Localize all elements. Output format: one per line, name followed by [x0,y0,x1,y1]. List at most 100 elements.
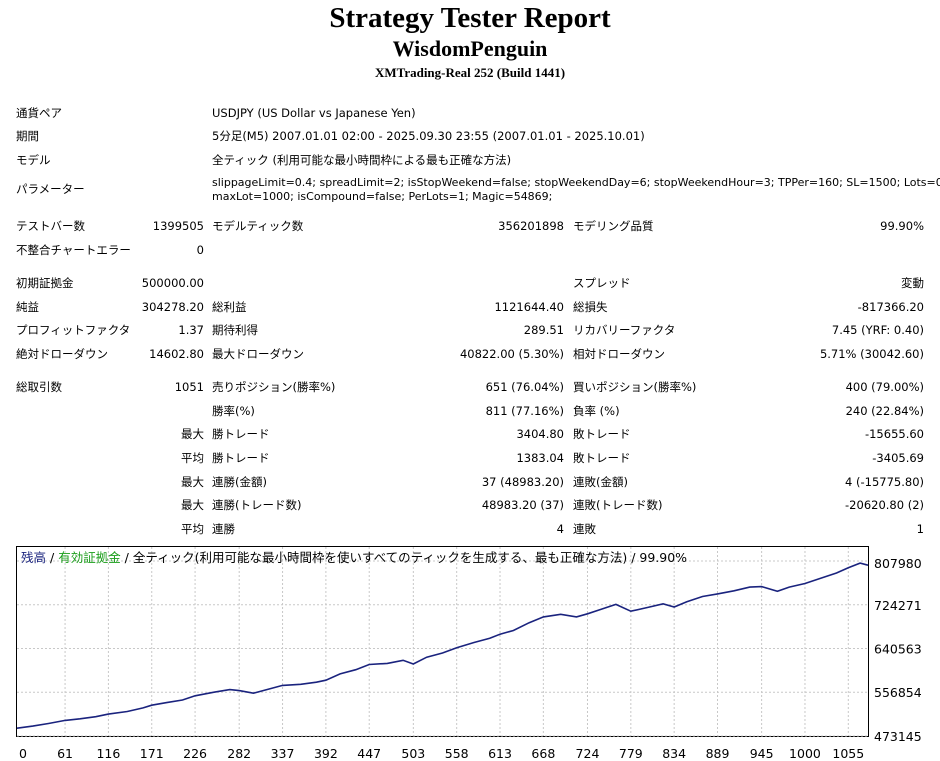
avg-consec-loss-label: 連敗 [573,522,596,536]
params-label: パラメーター [16,182,85,196]
short-label: 売りポジション(勝率%) [212,380,336,394]
quality-value: 99.90% [880,219,924,233]
avg-consec-loss-value: 1 [916,522,924,536]
avg-consec-win-label: 連勝 [212,522,235,536]
ticks-value: 356201898 [498,219,564,233]
y-tick-label: 556854 [874,685,922,700]
mismatch-value: 0 [196,243,204,257]
largest-loss-value: -15655.60 [864,427,924,441]
quality-label: モデリング品質 [573,219,654,233]
largest-loss-label: 敗トレード [573,427,631,441]
deposit-value: 500000.00 [141,276,204,290]
long-value: 400 (79.00%) [845,380,924,394]
avg-loss-label: 敗トレード [573,451,631,465]
period-value: 5分足(M5) 2007.01.01 02:00 - 2025.09.30 23… [212,129,645,143]
consec-loss-trd-label: 連敗(トレード数) [573,498,663,512]
y-tick-label: 724271 [874,598,922,613]
avg-win-value: 1383.04 [516,451,564,465]
model-value: 全ティック (利用可能な最小時間枠による最も正確な方法) [212,153,512,167]
absdd-label: 絶対ドローダウン [16,347,108,361]
reldd-value: 5.71% (30042.60) [819,347,924,361]
params-line-2: maxLot=1000; isCompound=false; PerLots=1… [212,190,553,203]
server-build: XMTrading-Real 252 (Build 1441) [374,65,566,80]
pf-label: プロフィットファクタ [16,323,131,337]
deposit-label: 初期証拠金 [16,276,74,290]
spread-label: スプレッド [573,276,631,290]
x-tick-label: 61 [57,746,73,761]
lossrate-value: 240 (22.84%) [845,404,924,418]
x-tick-label: 171 [140,746,164,761]
trades-label: 総取引数 [16,380,62,394]
consec-win-amt-value: 37 (48983.20) [481,475,564,489]
ticks-label: モデルティック数 [212,219,304,233]
x-tick-label: 779 [619,746,643,761]
grossloss-value: -817366.20 [857,300,924,314]
absdd-value: 14602.80 [149,347,204,361]
expected-label: 期待利得 [212,323,258,337]
grossprofit-value: 1121644.40 [494,300,564,314]
grossprofit-label: 総利益 [212,300,247,314]
maxdd-value: 40822.00 (5.30%) [459,347,564,361]
largest-win-value: 3404.80 [516,427,564,441]
x-tick-label: 1000 [789,746,821,761]
maxdd-label: 最大ドローダウン [212,347,304,361]
recovery-label: リカバリーファクタ [573,323,676,337]
period-label: 期間 [16,129,39,143]
x-tick-label: 889 [706,746,730,761]
x-tick-label: 1055 [832,746,864,761]
legend-equity: 有効証拠金 [58,550,121,565]
x-tick-label: 558 [445,746,469,761]
lossrate-label: 負率 (%) [573,404,620,418]
long-label: 買いポジション(勝率%) [573,380,697,394]
symbol-value: USDJPY (US Dollar vs Japanese Yen) [212,106,416,120]
bars-label: テストバー数 [16,219,85,233]
reldd-label: 相対ドローダウン [573,347,665,361]
winrate-label: 勝率(%) [212,404,255,418]
y-tick-label: 640563 [874,641,922,656]
balance-chart: 0 61 116 171 226 282 337 392 447 503 558 613 668 724 7… [16,546,922,761]
pf-value: 1.37 [178,323,204,337]
consec-win-amt-label: 連勝(金額) [212,475,267,489]
y-tick-label: 473145 [874,729,922,744]
chart-legend: 残高 / 有効証拠金 / 全ティック(利用可能な最小時間枠を使いすべてのティック… [21,550,687,565]
x-tick-label: 724 [576,746,600,761]
symbol-label: 通貨ペア [16,106,62,120]
x-tick-label: 834 [662,746,686,761]
report-title: Strategy Tester Report [329,2,611,34]
x-tick-label: 447 [357,746,381,761]
x-tick-label: 392 [314,746,338,761]
legend-separator: / [46,550,58,565]
consec-loss-amt-label: 連敗(金額) [573,475,628,489]
max-label-1: 最大 [181,427,204,441]
short-value: 651 (76.04%) [485,380,564,394]
x-tick-label: 337 [271,746,295,761]
mismatch-label: 不整合チャートエラー [16,243,131,257]
avg-label-2: 平均 [181,522,204,536]
avg-loss-value: -3405.69 [872,451,924,465]
trades-value: 1051 [174,380,204,394]
balance-series-line [16,562,869,729]
expected-value: 289.51 [523,323,564,337]
recovery-value: 7.45 (YRF: 0.40) [831,323,924,337]
grossloss-label: 総損失 [573,300,608,314]
x-tick-label: 282 [227,746,251,761]
consec-loss-amt-value: 4 (-15775.80) [845,475,924,489]
expert-name: WisdomPenguin [392,36,548,61]
avg-consec-win-value: 4 [556,522,564,536]
max-label-2: 最大 [181,475,204,489]
x-tick-label: 116 [96,746,120,761]
netprofit-value: 304278.20 [141,300,204,314]
model-label: モデル [16,153,51,167]
spread-value: 変動 [901,276,924,290]
legend-balance: 残高 [21,550,46,565]
x-tick-label: 503 [401,746,425,761]
x-axis-ticks: 0 61 116 171 226 282 337 392 447 503 558 613 668 724 7… [19,746,864,761]
y-axis-ticks: 807980 724271 640563 556854 473145 [874,556,922,744]
consec-loss-trd-value: -20620.80 (2) [845,498,924,512]
params-line-1: slippageLimit=0.4; spreadLimit=2; isStop… [212,176,940,189]
avg-label-1: 平均 [181,451,204,465]
largest-win-label: 勝トレード [212,427,270,441]
x-tick-label: 945 [750,746,774,761]
consec-win-trd-label: 連勝(トレード数) [212,498,302,512]
max-label-3: 最大 [181,498,204,512]
